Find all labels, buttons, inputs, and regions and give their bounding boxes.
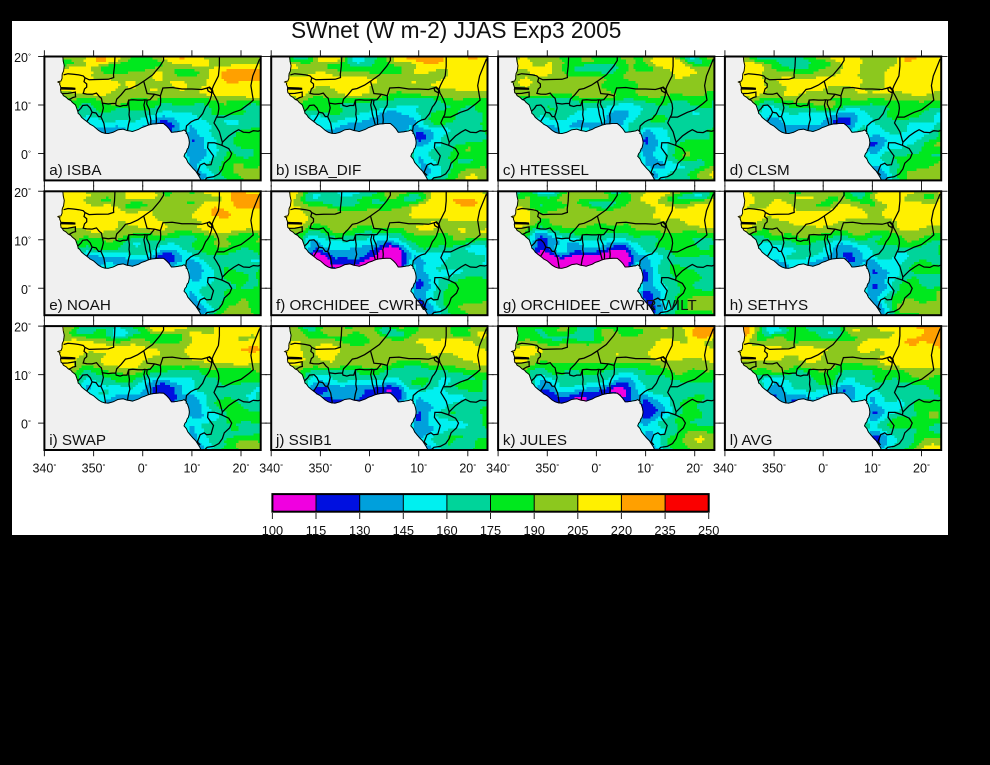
svg-text:0°: 0° [365,462,375,476]
svg-text:e) NOAH: e) NOAH [49,297,111,314]
svg-text:340°: 340° [486,462,510,476]
svg-text:k) JULES: k) JULES [503,432,567,449]
svg-text:350°: 350° [535,462,559,476]
svg-text:10°: 10° [14,369,31,383]
svg-text:115: 115 [306,523,326,538]
svg-text:20°: 20° [14,186,31,200]
svg-text:175: 175 [480,523,501,538]
svg-text:340°: 340° [32,462,56,476]
svg-text:220: 220 [611,523,632,538]
svg-text:20°: 20° [14,51,31,65]
svg-text:20°: 20° [233,462,250,476]
svg-text:0°: 0° [818,462,828,476]
svg-text:10°: 10° [14,234,31,248]
svg-text:f) ORCHIDEE_CWRR: f) ORCHIDEE_CWRR [276,297,425,314]
svg-text:10°: 10° [410,462,427,476]
svg-text:0°: 0° [21,148,31,162]
svg-text:g) ORCHIDEE_CWRR-WILT: g) ORCHIDEE_CWRR-WILT [503,297,697,314]
svg-text:20°: 20° [913,462,930,476]
svg-text:a) ISBA: a) ISBA [49,162,102,179]
svg-text:20°: 20° [686,462,703,476]
svg-text:160: 160 [436,523,457,538]
svg-text:10°: 10° [14,100,31,114]
svg-text:10°: 10° [864,462,881,476]
svg-text:10°: 10° [183,462,200,476]
svg-text:130: 130 [349,523,370,538]
svg-text:20°: 20° [14,321,31,335]
svg-text:b) ISBA_DIF: b) ISBA_DIF [276,162,361,179]
svg-text:0°: 0° [138,462,148,476]
svg-text:250: 250 [698,523,719,538]
svg-text:145: 145 [393,523,414,538]
svg-text:0°: 0° [21,283,31,297]
svg-text:350°: 350° [762,462,786,476]
svg-text:205: 205 [567,523,588,538]
svg-text:SWnet (W m-2) JJAS Exp3 2005: SWnet (W m-2) JJAS Exp3 2005 [291,17,621,43]
svg-text:l) AVG: l) AVG [730,432,773,449]
svg-text:100: 100 [262,523,283,538]
svg-text:0°: 0° [591,462,601,476]
svg-text:10°: 10° [637,462,654,476]
svg-text:340°: 340° [259,462,283,476]
svg-text:0°: 0° [21,418,31,432]
svg-text:c) HTESSEL: c) HTESSEL [503,162,589,179]
svg-text:350°: 350° [308,462,332,476]
svg-text:340°: 340° [713,462,737,476]
svg-text:350°: 350° [82,462,106,476]
svg-text:d) CLSM: d) CLSM [730,162,790,179]
svg-text:235: 235 [654,523,675,538]
svg-text:190: 190 [524,523,545,538]
svg-text:20°: 20° [459,462,476,476]
svg-text:i) SWAP: i) SWAP [49,432,106,449]
svg-text:h) SETHYS: h) SETHYS [730,297,809,314]
svg-text:j) SSIB1: j) SSIB1 [275,432,332,449]
